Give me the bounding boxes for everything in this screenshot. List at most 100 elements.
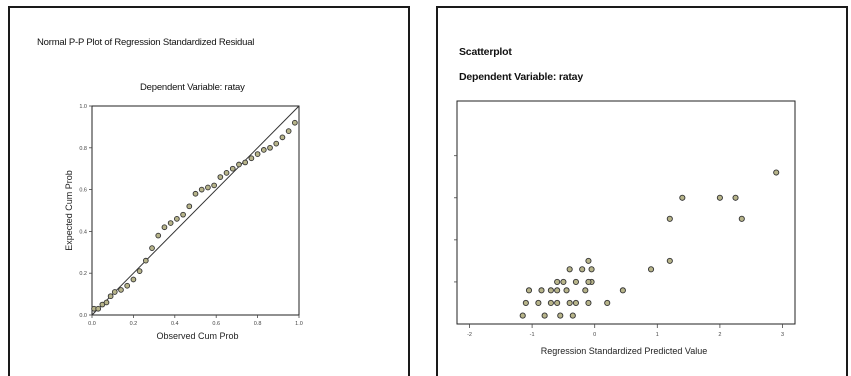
pp-data-point	[124, 282, 131, 289]
scatter-data-point	[557, 312, 564, 319]
pp-data-point	[149, 245, 155, 251]
scatter-data-point	[547, 287, 554, 294]
scatter-data-point	[572, 278, 579, 285]
pp-y-tick-label: 0.0	[79, 313, 87, 319]
pp-data-point	[211, 182, 217, 189]
pp-data-point	[273, 140, 280, 147]
scatter-data-point	[538, 287, 545, 294]
scatterplot-subtitle: Dependent Variable: ratay	[459, 71, 583, 83]
pp-plot-area	[91, 105, 300, 316]
pp-data-point	[161, 224, 168, 231]
pp-plot-title: Normal P-P Plot of Regression Standardiz…	[37, 37, 255, 48]
pp-plot-subtitle: Dependent Variable: ratay	[140, 82, 245, 93]
scatter-data-point	[579, 266, 586, 273]
scatter-data-point	[572, 299, 579, 307]
pp-y-tick-label: 0.4	[79, 229, 87, 235]
pp-data-point	[118, 287, 124, 293]
scatter-data-point	[525, 287, 533, 294]
scatterplot-panel: Scatterplot Dependent Variable: ratay -2…	[436, 6, 848, 376]
pp-x-tick-label: 0.8	[254, 321, 262, 327]
pp-data-point	[254, 151, 261, 157]
scatter-data-point	[535, 299, 542, 307]
pp-data-point	[180, 211, 186, 218]
pp-data-point	[267, 144, 273, 151]
scatter-data-point	[541, 312, 548, 319]
pp-data-point	[130, 276, 137, 283]
pp-y-tick-label: 0.8	[79, 146, 87, 152]
scatter-x-axis-label: Regression Standardized Predicted Value	[541, 346, 707, 356]
pp-x-axis-label: Observed Cum Prob	[156, 331, 238, 341]
pp-data-point	[103, 299, 110, 306]
pp-data-point	[236, 161, 242, 168]
pp-data-point	[217, 174, 224, 180]
pp-x-tick-label: 0.2	[130, 321, 138, 327]
scatter-plot-area	[456, 100, 796, 325]
pp-x-tick-label: 1.0	[295, 321, 303, 327]
pp-data-point	[167, 220, 174, 226]
scatter-x-tick-label: 3	[781, 332, 784, 338]
scatter-data-point	[647, 266, 655, 273]
scatter-x-tick-label: -1	[530, 332, 535, 338]
pp-data-point	[229, 165, 236, 172]
scatter-data-point	[582, 287, 589, 294]
pp-data-point	[279, 134, 286, 141]
scatter-data-point	[773, 169, 780, 176]
scatter-data-point	[554, 287, 561, 294]
scatter-x-tick-label: -2	[467, 332, 472, 338]
pp-plot-chart: 0.0 0.2 0.4 0.6 0.8 1.0 0.0 0.2 0.4 0.6 0.8 1.0 Obse…	[64, 104, 303, 341]
scatter-data-point	[585, 278, 592, 285]
pp-data-point	[186, 203, 193, 210]
pp-data-point	[192, 190, 199, 197]
scatter-data-point	[604, 299, 611, 307]
pp-data-point	[111, 289, 118, 295]
scatter-data-point	[547, 299, 554, 307]
scatterplot-title: Scatterplot	[459, 46, 512, 58]
scatter-data-point	[522, 299, 529, 307]
scatter-data-point	[554, 299, 561, 307]
scatter-data-point	[666, 257, 673, 264]
pp-data-point	[205, 184, 211, 191]
pp-y-axis-label: Expected Cum Prob	[64, 170, 74, 251]
scatter-x-tick-label: 0	[593, 332, 596, 338]
scatter-data-point	[738, 215, 745, 222]
scatter-data-point	[563, 287, 570, 294]
scatter-data-point	[588, 266, 595, 273]
pp-data-point	[95, 305, 102, 312]
pp-data-point	[198, 186, 205, 193]
scatter-data-point	[566, 299, 573, 307]
scatter-data-point	[585, 257, 592, 264]
scatter-x-tick-label: 1	[656, 332, 659, 338]
pp-data-point	[223, 170, 230, 176]
pp-data-point	[292, 119, 298, 126]
pp-plot-panel: Normal P-P Plot of Regression Standardiz…	[8, 6, 410, 376]
pp-data-point	[142, 257, 149, 264]
pp-data-point	[285, 128, 292, 134]
scatter-data-point	[519, 312, 526, 319]
scatter-data-point	[679, 194, 686, 201]
scatter-x-tick-label: 2	[718, 332, 721, 338]
pp-data-point	[174, 216, 180, 222]
pp-y-tick-label: 1.0	[79, 104, 87, 110]
pp-data-point	[155, 232, 162, 239]
scatter-data-point	[716, 194, 723, 201]
scatter-data-point	[560, 278, 567, 285]
pp-x-tick-label: 0.6	[212, 321, 220, 327]
pp-data-point	[260, 147, 267, 153]
scatter-data-point	[566, 266, 573, 273]
scatter-data-point	[585, 299, 592, 307]
pp-reference-line	[91, 105, 300, 316]
scatter-data-point	[732, 194, 739, 201]
scatter-data-point	[569, 312, 576, 319]
scatter-data-point	[554, 278, 561, 285]
pp-y-tick-label: 0.2	[79, 271, 87, 277]
pp-data-point	[248, 155, 255, 162]
pp-data-point	[242, 159, 249, 166]
pp-y-tick-label: 0.6	[79, 188, 87, 194]
pp-data-point	[136, 268, 143, 274]
scatter-data-point	[666, 215, 673, 222]
pp-data-point	[107, 293, 114, 300]
pp-x-tick-label: 0.0	[88, 321, 96, 327]
pp-x-tick-label: 0.4	[171, 321, 179, 327]
scatter-data-point	[619, 287, 626, 294]
scatterplot-chart: -2 -1 0 1 2 3 Regression Standardized Predicte…	[454, 100, 796, 356]
